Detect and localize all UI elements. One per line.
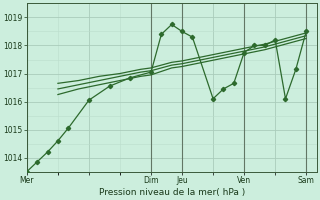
X-axis label: Pression niveau de la mer( hPa ): Pression niveau de la mer( hPa ) <box>99 188 245 197</box>
